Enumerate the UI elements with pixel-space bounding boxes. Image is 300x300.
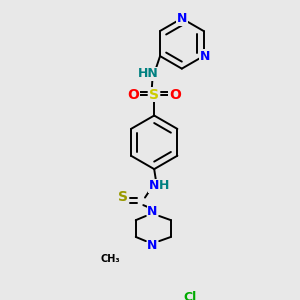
Text: N: N: [200, 50, 210, 63]
Text: O: O: [169, 88, 181, 102]
Text: N: N: [147, 239, 158, 252]
Text: HN: HN: [138, 67, 159, 80]
Text: S: S: [149, 88, 159, 102]
Text: N: N: [149, 179, 159, 192]
Text: H: H: [159, 179, 169, 192]
Text: N: N: [177, 12, 187, 25]
Text: S: S: [118, 190, 128, 204]
Text: N: N: [147, 205, 158, 218]
Text: CH₃: CH₃: [100, 254, 120, 264]
Text: O: O: [127, 88, 139, 102]
Text: Cl: Cl: [183, 291, 196, 300]
